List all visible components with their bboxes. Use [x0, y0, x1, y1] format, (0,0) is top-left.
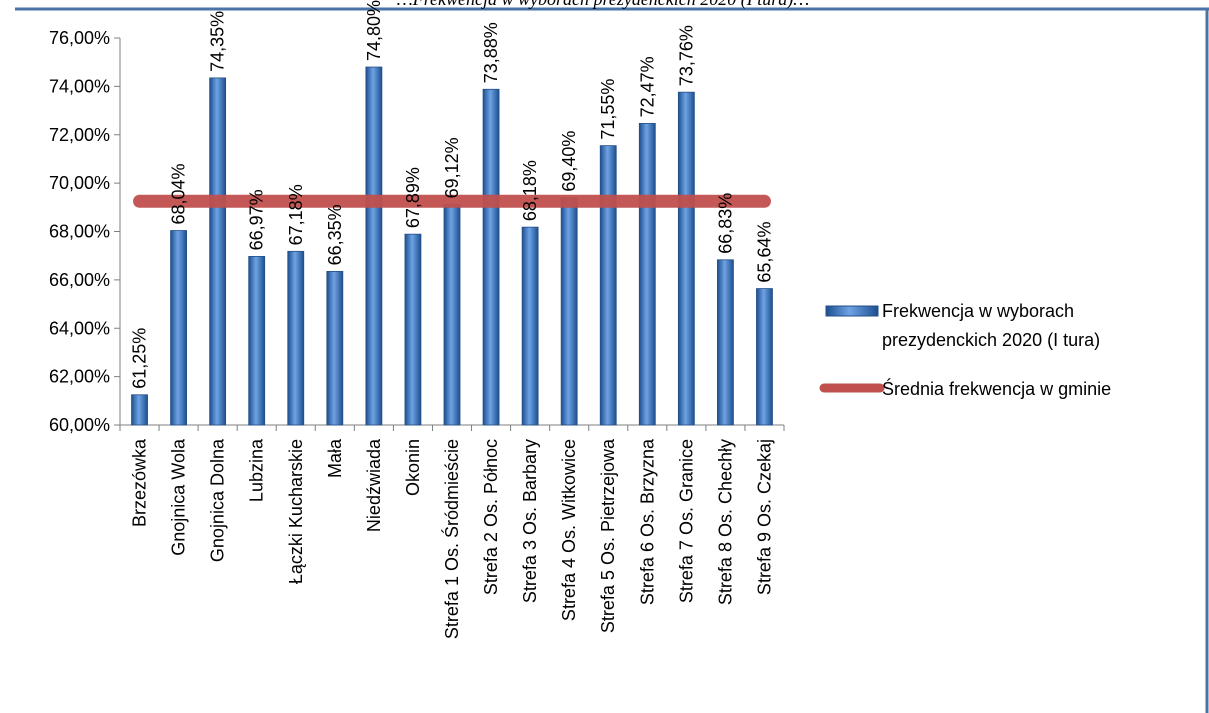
- bar: [170, 230, 187, 426]
- category-label: Strefa 2 Os. Północ: [481, 439, 501, 595]
- category-label: Gnojnica Wola: [169, 438, 189, 556]
- bar: [756, 288, 773, 426]
- bar: [638, 122, 656, 426]
- category-label: Strefa 1 Os. Śródmieście: [441, 439, 462, 639]
- bar: [131, 394, 148, 426]
- bar: [404, 233, 422, 426]
- legend-line-label: Średnia frekwencja w gminie: [882, 378, 1111, 399]
- data-label: 68,18%: [520, 160, 540, 221]
- bar: [717, 259, 734, 426]
- data-label: 69,12%: [442, 137, 462, 198]
- bar: [482, 88, 500, 426]
- chart-title: …Frekwencja w wyborach prezydenckich 202…: [397, 0, 810, 10]
- data-label: 71,55%: [598, 79, 618, 140]
- y-tick-label: 62,00%: [49, 367, 110, 387]
- bars: [131, 66, 773, 426]
- bar: [209, 77, 227, 426]
- data-label: 73,76%: [676, 25, 696, 86]
- data-label: 65,64%: [754, 222, 774, 283]
- data-label: 72,47%: [637, 56, 657, 117]
- category-label: Strefa 9 Os. Czekaj: [754, 439, 774, 595]
- category-label: Strefa 3 Os. Barbary: [520, 439, 540, 603]
- bar: [287, 250, 305, 426]
- legend-bar-swatch: [825, 305, 879, 317]
- category-label: Okonin: [403, 439, 423, 496]
- data-label: 66,83%: [715, 193, 735, 254]
- data-label: 69,40%: [559, 131, 579, 192]
- category-label: Lubzina: [247, 438, 267, 502]
- legend-bar-label-line-1: Frekwencja w wyborach: [882, 301, 1074, 321]
- y-tick-label: 76,00%: [49, 28, 110, 48]
- data-label: 61,25%: [130, 328, 150, 389]
- bar: [326, 271, 344, 426]
- y-tick-label: 64,00%: [49, 318, 110, 338]
- data-label: 67,18%: [286, 184, 306, 245]
- category-label: Łączki Kucharskie: [286, 439, 306, 584]
- bar: [599, 145, 617, 426]
- category-label: Gnojnica Dolna: [208, 438, 228, 562]
- bar: [677, 91, 695, 426]
- category-label: Niedźwiada: [364, 438, 384, 532]
- category-label: Strefa 7 Os. Granice: [676, 439, 696, 603]
- y-tick-label: 60,00%: [49, 415, 110, 435]
- bar: [248, 256, 266, 426]
- category-label: Mała: [325, 438, 345, 478]
- data-label: 74,80%: [364, 0, 384, 61]
- category-label: Strefa 4 Os. Witkowice: [559, 439, 579, 621]
- y-tick-label: 68,00%: [49, 222, 110, 242]
- category-label: Brzezówka: [130, 438, 150, 527]
- legend: Frekwencja w wyborach prezydenckich 2020…: [819, 301, 1111, 399]
- data-label: 66,35%: [325, 204, 345, 265]
- y-tick-label: 72,00%: [49, 125, 110, 145]
- y-tick-label: 74,00%: [49, 76, 110, 96]
- bar: [365, 66, 383, 426]
- y-tick-label: 66,00%: [49, 270, 110, 290]
- bar: [521, 226, 539, 426]
- data-label: 73,88%: [481, 22, 501, 83]
- data-labels: 61,25% 68,04% 74,35% 66,97% 67,18% 66,35% 74,8…: [130, 0, 775, 389]
- data-label: 67,89%: [403, 167, 423, 228]
- bar: [443, 204, 461, 426]
- y-tick-label: 70,00%: [49, 173, 110, 193]
- legend-bar-label-line-2: prezydenckich 2020 (I tura): [882, 330, 1100, 350]
- data-label: 74,35%: [208, 11, 228, 72]
- category-labels: Brzezówka Gnojnica Wola Gnojnica Dolna Lubz…: [130, 438, 775, 639]
- category-label: Strefa 6 Os. Brzyzna: [637, 438, 657, 605]
- category-label: Strefa 5 Os. Pietrzejowa: [598, 438, 618, 633]
- category-label: Strefa 8 Os. Chechły: [715, 439, 735, 605]
- data-label: 66,97%: [247, 189, 267, 250]
- data-label: 68,04%: [169, 163, 189, 224]
- bar: [560, 197, 578, 426]
